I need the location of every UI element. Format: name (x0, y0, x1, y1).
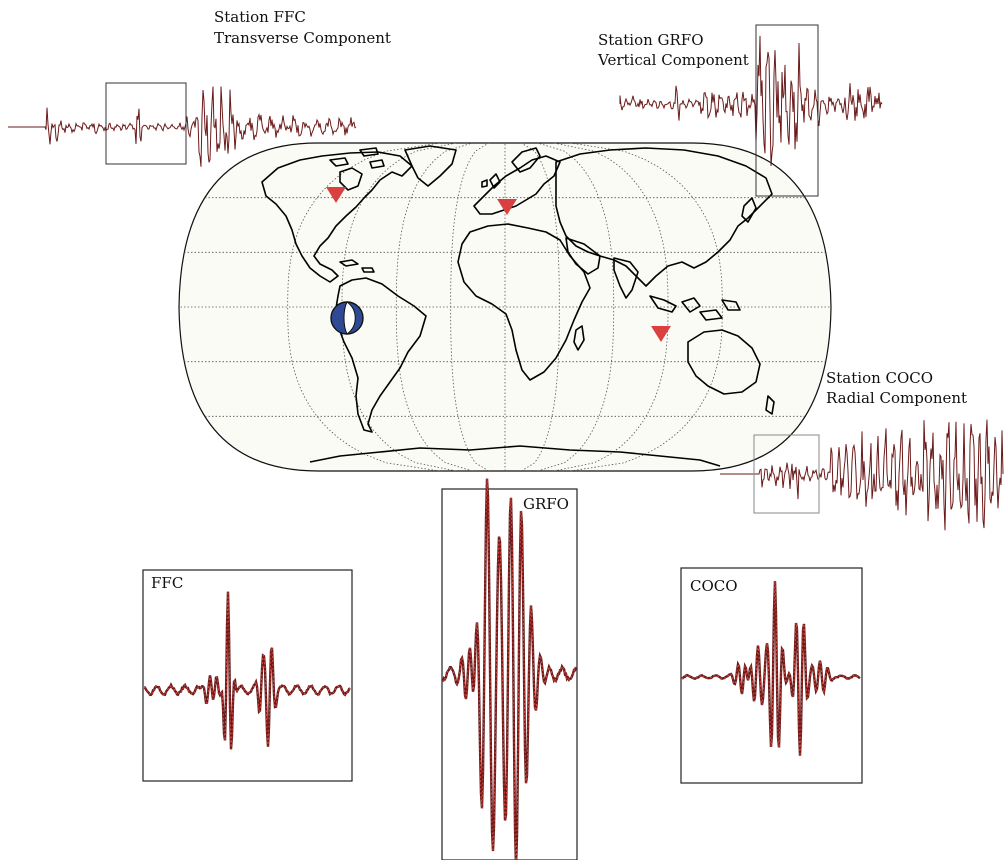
coco-zoom-label: COCO (690, 577, 738, 595)
triangle-down-icon (651, 326, 671, 342)
ffc-window-box (105, 82, 187, 165)
scandinavia (511, 147, 541, 173)
southeast-asia-islands (649, 295, 741, 321)
africa-coast (457, 223, 591, 381)
south-america-coast (335, 277, 427, 433)
coco-synthetic-waveform (681, 581, 861, 756)
north-america-coast (261, 151, 413, 283)
asia-coast (555, 147, 773, 287)
beachball-icon (330, 301, 364, 335)
ffc-raw-trace (8, 82, 357, 167)
coco-component-label: Radial Component (826, 389, 968, 407)
grfo-zoom-panel (441, 478, 578, 860)
ffc-zoom-panel (142, 569, 353, 782)
grfo-station-title: Station GRFO (598, 31, 704, 49)
ffc-component-label: Transverse Component (214, 29, 391, 47)
madagascar (573, 325, 585, 351)
coco-raw-trace (720, 419, 1004, 531)
greenland (404, 145, 457, 187)
hudson-bay (339, 167, 363, 191)
coco-station-title: Station COCO (826, 369, 934, 387)
coco-zoom-panel (680, 567, 863, 784)
ffc-station-title: Station FFC (214, 8, 306, 26)
graticule-meridian (395, 143, 473, 471)
new-zealand (765, 395, 775, 415)
coastlines (261, 145, 775, 467)
ffc-synthetic-waveform (143, 591, 351, 750)
graticule-meridian (537, 143, 615, 471)
grfo-window-box (755, 24, 819, 197)
caribbean-islands (339, 259, 375, 273)
india (613, 257, 639, 299)
grfo-zoom-label: GRFO (523, 495, 569, 513)
arabian-peninsula (565, 237, 601, 275)
ffc-waveform (8, 86, 357, 167)
station-markers (326, 187, 671, 342)
triangle-down-icon (497, 199, 517, 215)
japan (741, 197, 757, 223)
world-map (178, 142, 832, 472)
map-outline (178, 142, 832, 472)
grfo-waveform (619, 35, 883, 167)
arctic-islands (329, 147, 385, 169)
europe-coast (473, 155, 561, 215)
grfo-component-label: Vertical Component (598, 51, 749, 69)
triangle-down-icon (326, 187, 346, 203)
antarctica-coast (309, 445, 721, 467)
coco-waveform (720, 419, 1004, 531)
coco-window-box (753, 434, 820, 514)
ffc-zoom-label: FFC (151, 574, 184, 592)
grfo-synthetic-waveform (442, 478, 577, 860)
grfo-raw-trace (619, 24, 883, 197)
british-isles (481, 173, 501, 189)
australia-coast (687, 329, 761, 395)
